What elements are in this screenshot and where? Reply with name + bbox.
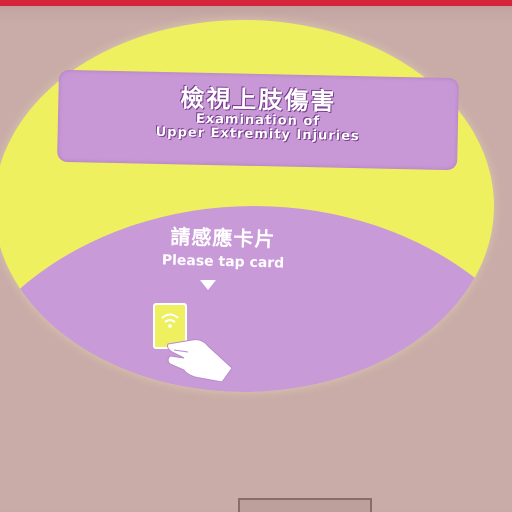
down-triangle-icon [200, 280, 216, 290]
exam-title-banner: 檢視上肢傷害 Examination of Upper Extremity In… [57, 69, 459, 171]
card-reader-slot [238, 498, 372, 512]
tap-card-prompt-chinese: 請感應卡片 [170, 224, 276, 252]
hand-tap-card-icon [153, 303, 233, 383]
